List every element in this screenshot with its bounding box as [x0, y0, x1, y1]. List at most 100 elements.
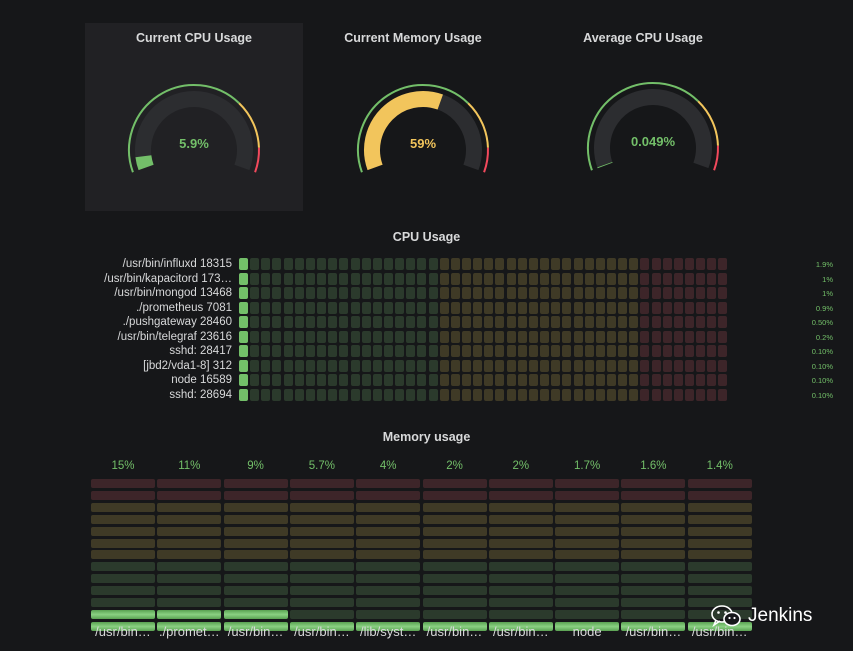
- cpu-cell: [417, 301, 427, 314]
- cpu-cell: [261, 330, 271, 343]
- cpu-cell: [305, 316, 315, 328]
- cpu-cell: [272, 388, 282, 401]
- cpu-cell: [651, 316, 661, 328]
- cpu-cell: [495, 258, 505, 270]
- cpu-cell: [417, 272, 427, 285]
- cpu-cell: [595, 374, 605, 386]
- gauge-title: Current Memory Usage: [344, 31, 482, 45]
- memory-segment: [555, 490, 620, 500]
- cpu-cell: [350, 272, 360, 285]
- memory-segment: [289, 574, 354, 584]
- memory-bar-value: 2%: [512, 460, 530, 472]
- cpu-cell: [439, 374, 449, 386]
- cpu-cell: [495, 316, 505, 328]
- cpu-cell: [395, 258, 405, 270]
- cpu-cell: [361, 316, 371, 328]
- memory-bar-value: 1.6%: [640, 460, 667, 472]
- cpu-cell: [673, 258, 683, 270]
- cpu-cell: [640, 301, 650, 314]
- cpu-cell: [551, 330, 561, 343]
- cpu-cell: [640, 388, 650, 401]
- cpu-cell: [506, 272, 516, 285]
- cpu-cell: [551, 287, 561, 299]
- cpu-cell: [551, 345, 561, 357]
- cpu-cell: [462, 345, 471, 357]
- cpu-cell: [506, 258, 516, 270]
- memory-segment: [91, 526, 155, 536]
- cpu-cell: [562, 388, 572, 401]
- memory-segment: [621, 598, 686, 607]
- cpu-cell-lit: [239, 374, 248, 386]
- gauge-panel-cpu[interactable]: Current CPU Usage 5.9%: [85, 23, 303, 211]
- gauge-panel-memory[interactable]: Current Memory Usage 59%: [313, 23, 513, 211]
- cpu-cell: [428, 388, 438, 401]
- cpu-cell: [685, 287, 694, 299]
- cpu-cell: [484, 287, 494, 299]
- memory-segment: [687, 598, 752, 607]
- memory-segment: [91, 550, 155, 560]
- memory-segment: [422, 574, 487, 584]
- cpu-cell: [350, 287, 360, 299]
- cpu-cell: [283, 258, 293, 270]
- cpu-cell: [562, 287, 572, 299]
- cpu-cell: [573, 345, 583, 357]
- cpu-cell: [629, 301, 639, 314]
- cpu-cell: [383, 258, 393, 270]
- memory-bar-label: /usr/bin…: [691, 624, 748, 639]
- cpu-cell: [383, 272, 393, 285]
- cpu-cell: [606, 330, 616, 343]
- cpu-cell-lit: [239, 272, 248, 285]
- cpu-cell: [651, 301, 661, 314]
- cpu-cell: [317, 258, 327, 270]
- cpu-cell: [317, 287, 327, 299]
- cpu-cell: [662, 345, 672, 357]
- cpu-cell: [261, 301, 271, 314]
- cpu-cell: [328, 258, 338, 270]
- cpu-cell: [618, 388, 628, 401]
- memory-segment: [356, 550, 421, 560]
- cpu-cell: [462, 258, 471, 270]
- cpu-cell: [261, 345, 271, 357]
- cpu-cell: [305, 272, 315, 285]
- cpu-cell: [651, 388, 661, 401]
- cpu-cell: [517, 258, 527, 270]
- cpu-cell: [517, 345, 527, 357]
- cpu-cell: [707, 388, 717, 401]
- memory-segment: [687, 490, 752, 500]
- cpu-cell: [506, 330, 516, 343]
- cpu-cell: [383, 287, 393, 299]
- cpu-cell: [439, 330, 449, 343]
- cpu-cell: [495, 388, 505, 401]
- cpu-cell: [618, 330, 628, 343]
- cpu-cell: [528, 287, 538, 299]
- cpu-row-label: sshd: 28694: [169, 388, 232, 401]
- memory-segment: [157, 574, 222, 584]
- memory-segment-lit: [488, 621, 553, 631]
- cpu-cell: [707, 272, 717, 285]
- memory-bar-value: 9%: [247, 460, 264, 472]
- cpu-cell: [450, 388, 460, 401]
- memory-segment: [488, 598, 553, 607]
- cpu-cell: [540, 301, 550, 314]
- cpu-cell: [484, 330, 494, 343]
- cpu-cell: [406, 388, 416, 401]
- gauge-panel-average-cpu[interactable]: Average CPU Usage 0.049%: [543, 23, 743, 211]
- cpu-cell: [272, 345, 282, 357]
- memory-segment: [422, 490, 487, 500]
- cpu-cell: [428, 374, 438, 386]
- cpu-cell: [640, 345, 650, 357]
- cpu-cell: [283, 272, 293, 285]
- cpu-cell: [573, 258, 583, 270]
- gauge-value-arc: [364, 91, 443, 171]
- cpu-cell: [662, 287, 672, 299]
- memory-bar-label: /usr/bin…: [294, 624, 350, 639]
- cpu-cell: [562, 330, 572, 343]
- cpu-cell: [562, 258, 572, 270]
- cpu-cell: [528, 330, 538, 343]
- memory-segment: [91, 598, 155, 607]
- cpu-cell: [361, 287, 371, 299]
- memory-segment-lit: [223, 621, 288, 631]
- wechat-icon: [711, 605, 741, 628]
- cpu-cell: [372, 301, 382, 314]
- cpu-cell: [685, 388, 694, 401]
